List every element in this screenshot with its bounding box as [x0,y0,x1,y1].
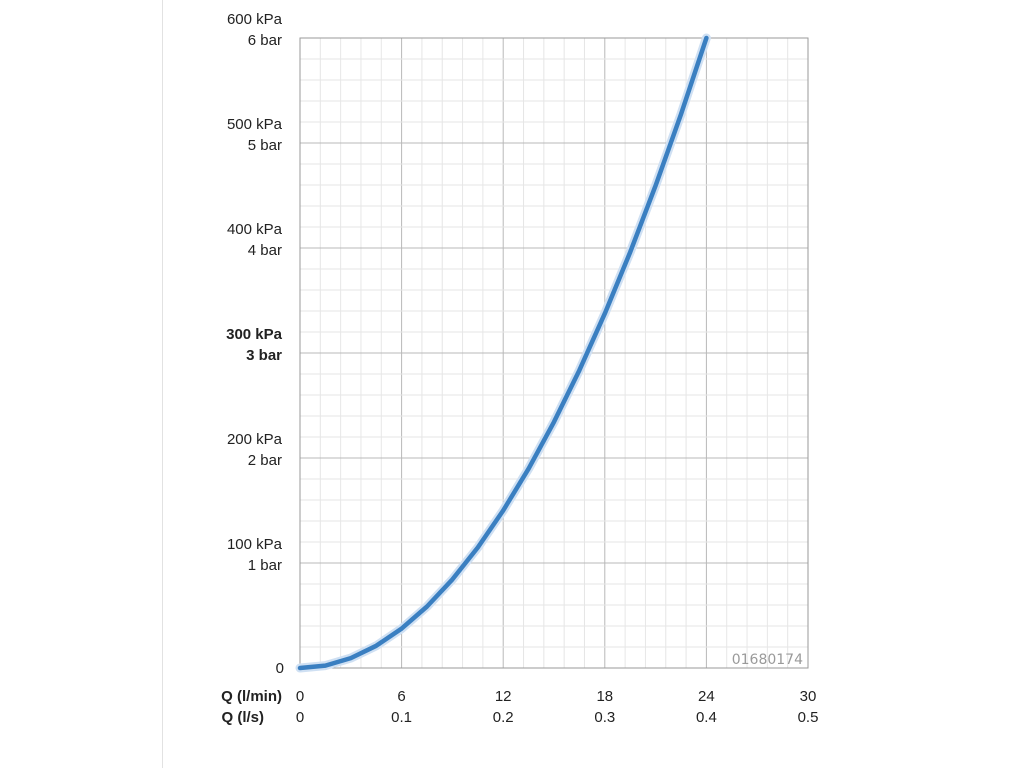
y-tick-label-bar: 5 bar [248,137,282,154]
curve-layer [295,33,711,673]
product-code-label: 01680174 [732,652,803,668]
y-tick-label-bar: 4 bar [248,242,282,259]
x-tick-label-lmin: 30 [800,688,817,705]
plot-border [299,37,809,669]
y-tick-label-kpa: 200 kPa [227,431,283,448]
x-tick-label-ls: 0.3 [594,709,615,726]
x-tick-label-lmin: 6 [397,688,405,705]
x-tick-label-lmin: 12 [495,688,512,705]
y-tick-label-kpa: 0 [276,660,284,677]
y-axis-labels: 0 100 kPa 1 bar 200 kPa 2 bar 300 kPa 3 bar 400… [226,11,284,677]
chart-frame [299,37,809,669]
x-axis-labels: 0 6 12 18 24 30 0 0.1 0.2 0.3 0.4 0.5 [296,688,819,726]
chart-grid [299,37,809,669]
y-tick-label-kpa: 300 kPa [226,326,283,343]
x-tick-label-ls: 0.4 [696,709,717,726]
x-tick-label-lmin: 18 [596,688,613,705]
y-tick-label-bar: 2 bar [248,452,282,469]
y-tick-label-kpa: 100 kPa [227,536,283,553]
y-tick-label-kpa: 600 kPa [227,11,283,28]
y-tick-label-bar: 1 bar [248,557,282,574]
y-tick-label-kpa: 400 kPa [227,221,283,238]
x-tick-label-ls: 0.5 [798,709,819,726]
y-tick-label-bar: 3 bar [246,347,282,364]
x-tick-label-ls: 0 [296,709,304,726]
y-tick-label-bar: 6 bar [248,32,282,49]
x-axis-title-ls: Q (l/s) [221,709,264,726]
y-tick-label-kpa: 500 kPa [227,116,283,133]
x-tick-label-ls: 0.2 [493,709,514,726]
series-curve [297,35,709,671]
x-tick-label-ls: 0.1 [391,709,412,726]
x-axis-title-lmin: Q (l/min) [221,688,282,705]
x-tick-label-lmin: 0 [296,688,304,705]
left-divider [162,0,163,768]
x-tick-label-lmin: 24 [698,688,715,705]
